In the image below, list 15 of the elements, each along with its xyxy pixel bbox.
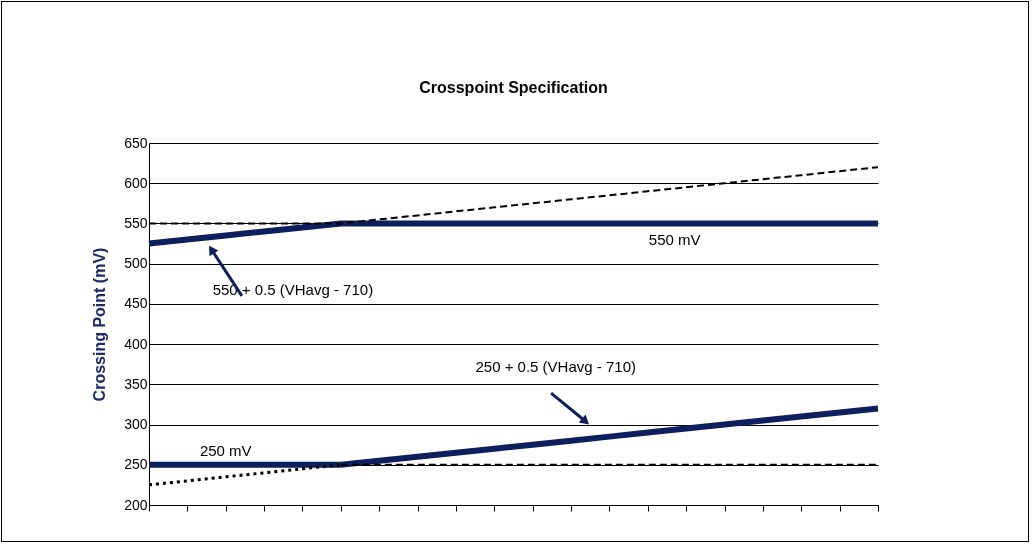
y-tick-label: 450 (124, 295, 148, 312)
y-tick-label: 350 (124, 375, 148, 392)
annotation: 550 mV (648, 231, 701, 249)
y-tick-label: 400 (124, 335, 148, 352)
annotation: 250 + 0.5 (VHavg - 710) (475, 358, 636, 376)
y-tick-label: 650 (124, 134, 148, 151)
y-tick-label: 300 (124, 416, 148, 433)
y-tick-label: 500 (124, 255, 148, 272)
y-tick-label: 550 (124, 214, 148, 231)
y-tick-label: 200 (124, 496, 148, 513)
annotation: 250 mV (199, 441, 252, 459)
chart-title: Crosspoint Specification (419, 79, 608, 96)
y-axis-title: Crossing Point (mV) (91, 247, 109, 402)
y-tick-label: 250 (124, 456, 148, 473)
y-tick-label: 600 (124, 174, 148, 191)
